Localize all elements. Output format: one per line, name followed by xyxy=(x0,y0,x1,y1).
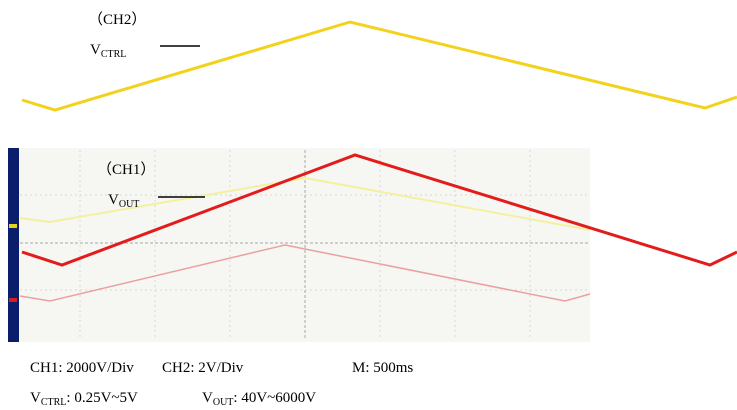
symbol: V xyxy=(108,192,119,208)
vctrl-label: VCTRL xyxy=(90,42,126,60)
ch2-waveform xyxy=(22,22,737,110)
vout-range: VOUT: 40V~6000V xyxy=(202,390,316,408)
ch1-marker xyxy=(9,298,17,302)
figure: （CH2） VCTRL （CH1） VOUT CH1: 2000V/Div CH… xyxy=(0,0,737,410)
ch1-scale: CH1: 2000V/Div xyxy=(30,360,134,376)
subscript: CTRL xyxy=(101,49,127,60)
range: : 40V~6000V xyxy=(233,390,316,406)
symbol: V xyxy=(90,42,101,58)
time-scale: M: 500ms xyxy=(352,360,413,376)
side-strip xyxy=(8,148,19,342)
vctrl-range: VCTRL: 0.25V~5V xyxy=(30,390,138,408)
symbol: V xyxy=(202,390,213,406)
subscript: CTRL xyxy=(41,397,67,408)
subscript: OUT xyxy=(119,199,140,210)
ch2-label: （CH2） xyxy=(88,11,146,28)
range: : 0.25V~5V xyxy=(66,390,138,406)
ch2-marker xyxy=(9,224,17,228)
symbol: V xyxy=(30,390,41,406)
subscript: OUT xyxy=(213,397,234,408)
ch2-scale: CH2: 2V/Div xyxy=(162,360,244,376)
ch1-label: （CH1） xyxy=(97,161,155,178)
